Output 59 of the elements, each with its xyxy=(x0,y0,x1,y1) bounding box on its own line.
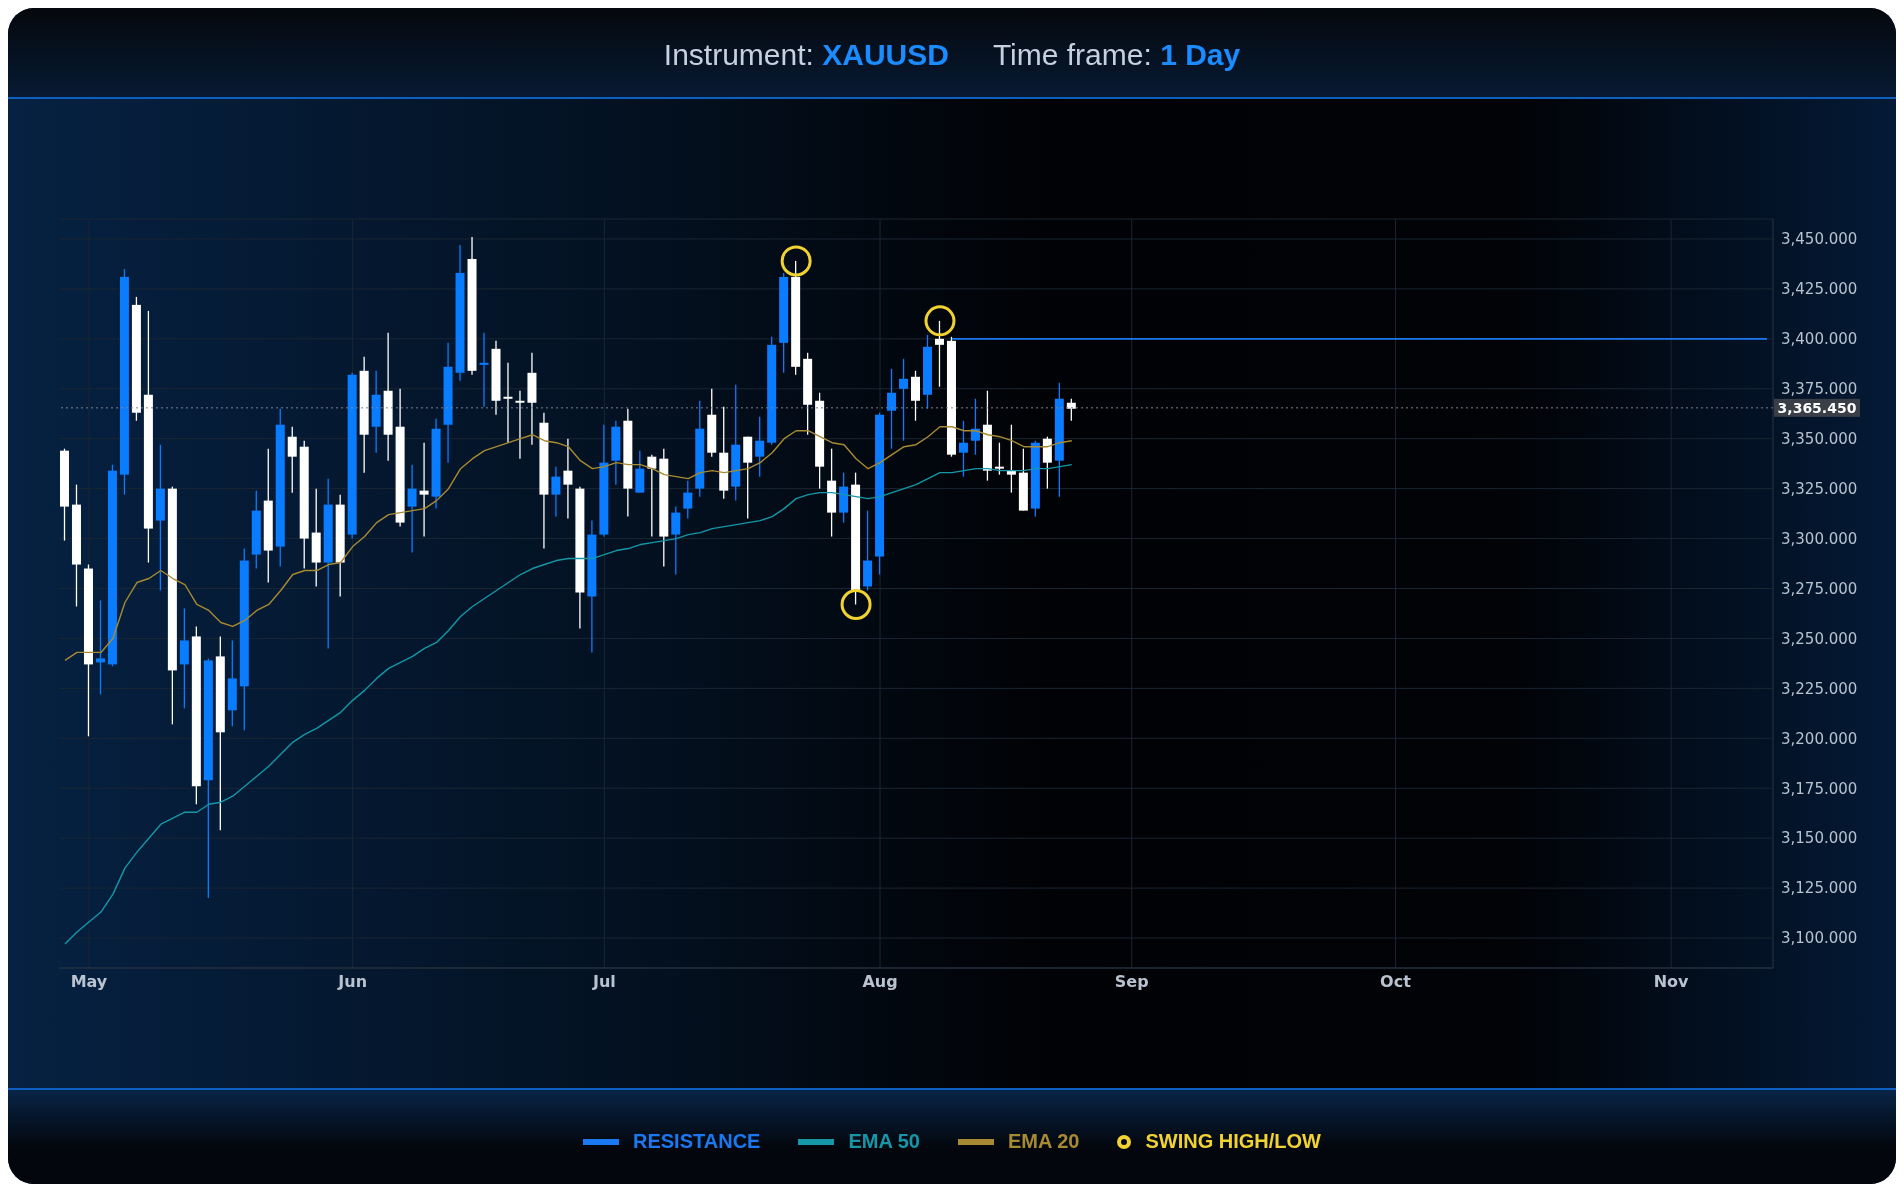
candlestick xyxy=(503,362,513,444)
point xyxy=(780,245,812,277)
candlestick xyxy=(287,426,297,494)
candlestick xyxy=(647,454,657,538)
y-tick-label: 3,325.000 xyxy=(1781,479,1858,498)
y-tick-label: 3,425.000 xyxy=(1781,280,1858,299)
x-tick-label: Sep xyxy=(1114,972,1149,992)
candlestick xyxy=(407,464,417,554)
candlestick xyxy=(635,450,645,494)
candlestick xyxy=(958,420,968,478)
candlestick xyxy=(911,370,921,422)
x-tick-label: Jul xyxy=(591,972,616,992)
y-tick-label: 3,350.000 xyxy=(1781,430,1858,449)
candlestick xyxy=(419,442,429,538)
y-tick-label: 3,275.000 xyxy=(1781,579,1858,598)
x-tick-label: May xyxy=(70,972,108,992)
candlestick xyxy=(934,320,944,388)
y-tick-label: 3,250.000 xyxy=(1781,629,1858,648)
y-tick-label: 3,100.000 xyxy=(1781,929,1858,948)
candlestick xyxy=(563,438,573,520)
legend-label: EMA 20 xyxy=(1007,1130,1080,1153)
point xyxy=(924,305,956,337)
x-tick-label: Jun xyxy=(337,972,368,992)
candlestick xyxy=(683,480,693,520)
chart-title: Instrument: XAUUSD xyxy=(663,38,949,71)
line-series xyxy=(64,426,1073,662)
ref-line-label: 3,365.450 xyxy=(1777,399,1857,416)
candlestick xyxy=(479,332,489,408)
candlestick xyxy=(671,505,681,576)
legend-label: SWING HIGH/LOW xyxy=(1145,1130,1321,1153)
candlestick xyxy=(755,416,765,478)
candlestick xyxy=(887,368,897,450)
x-tick-label: Nov xyxy=(1653,972,1690,992)
y-tick-label: 3,450.000 xyxy=(1781,230,1858,249)
y-tick-label: 3,175.000 xyxy=(1781,779,1858,798)
candlestick xyxy=(95,599,105,696)
x-tick-label: Oct xyxy=(1380,972,1412,992)
x-tick-label: Aug xyxy=(862,972,898,992)
y-tick-label: 3,400.000 xyxy=(1781,330,1858,349)
candlestick xyxy=(179,607,189,709)
chart-subtitle: Time frame: 1 Day xyxy=(992,38,1241,71)
y-tick-label: 3,125.000 xyxy=(1781,879,1858,898)
candlestick xyxy=(551,466,561,518)
y-tick-label: 3,200.000 xyxy=(1781,729,1858,748)
legend-label: EMA 50 xyxy=(848,1130,920,1153)
candlestick xyxy=(1042,436,1052,490)
candlestick xyxy=(994,442,1004,476)
legend-label: RESISTANCE xyxy=(633,1130,761,1153)
candlestick xyxy=(515,390,525,460)
y-tick-label: 3,300.000 xyxy=(1781,529,1858,548)
line-series xyxy=(64,463,1073,945)
candlestick xyxy=(1006,424,1016,494)
y-tick-label: 3,375.000 xyxy=(1781,380,1858,399)
y-tick-label: 3,225.000 xyxy=(1781,679,1858,698)
point xyxy=(840,588,872,620)
y-tick-label: 3,150.000 xyxy=(1781,829,1858,848)
candlestick xyxy=(899,358,909,442)
candlestick xyxy=(970,398,980,456)
candlestick xyxy=(1066,398,1076,422)
